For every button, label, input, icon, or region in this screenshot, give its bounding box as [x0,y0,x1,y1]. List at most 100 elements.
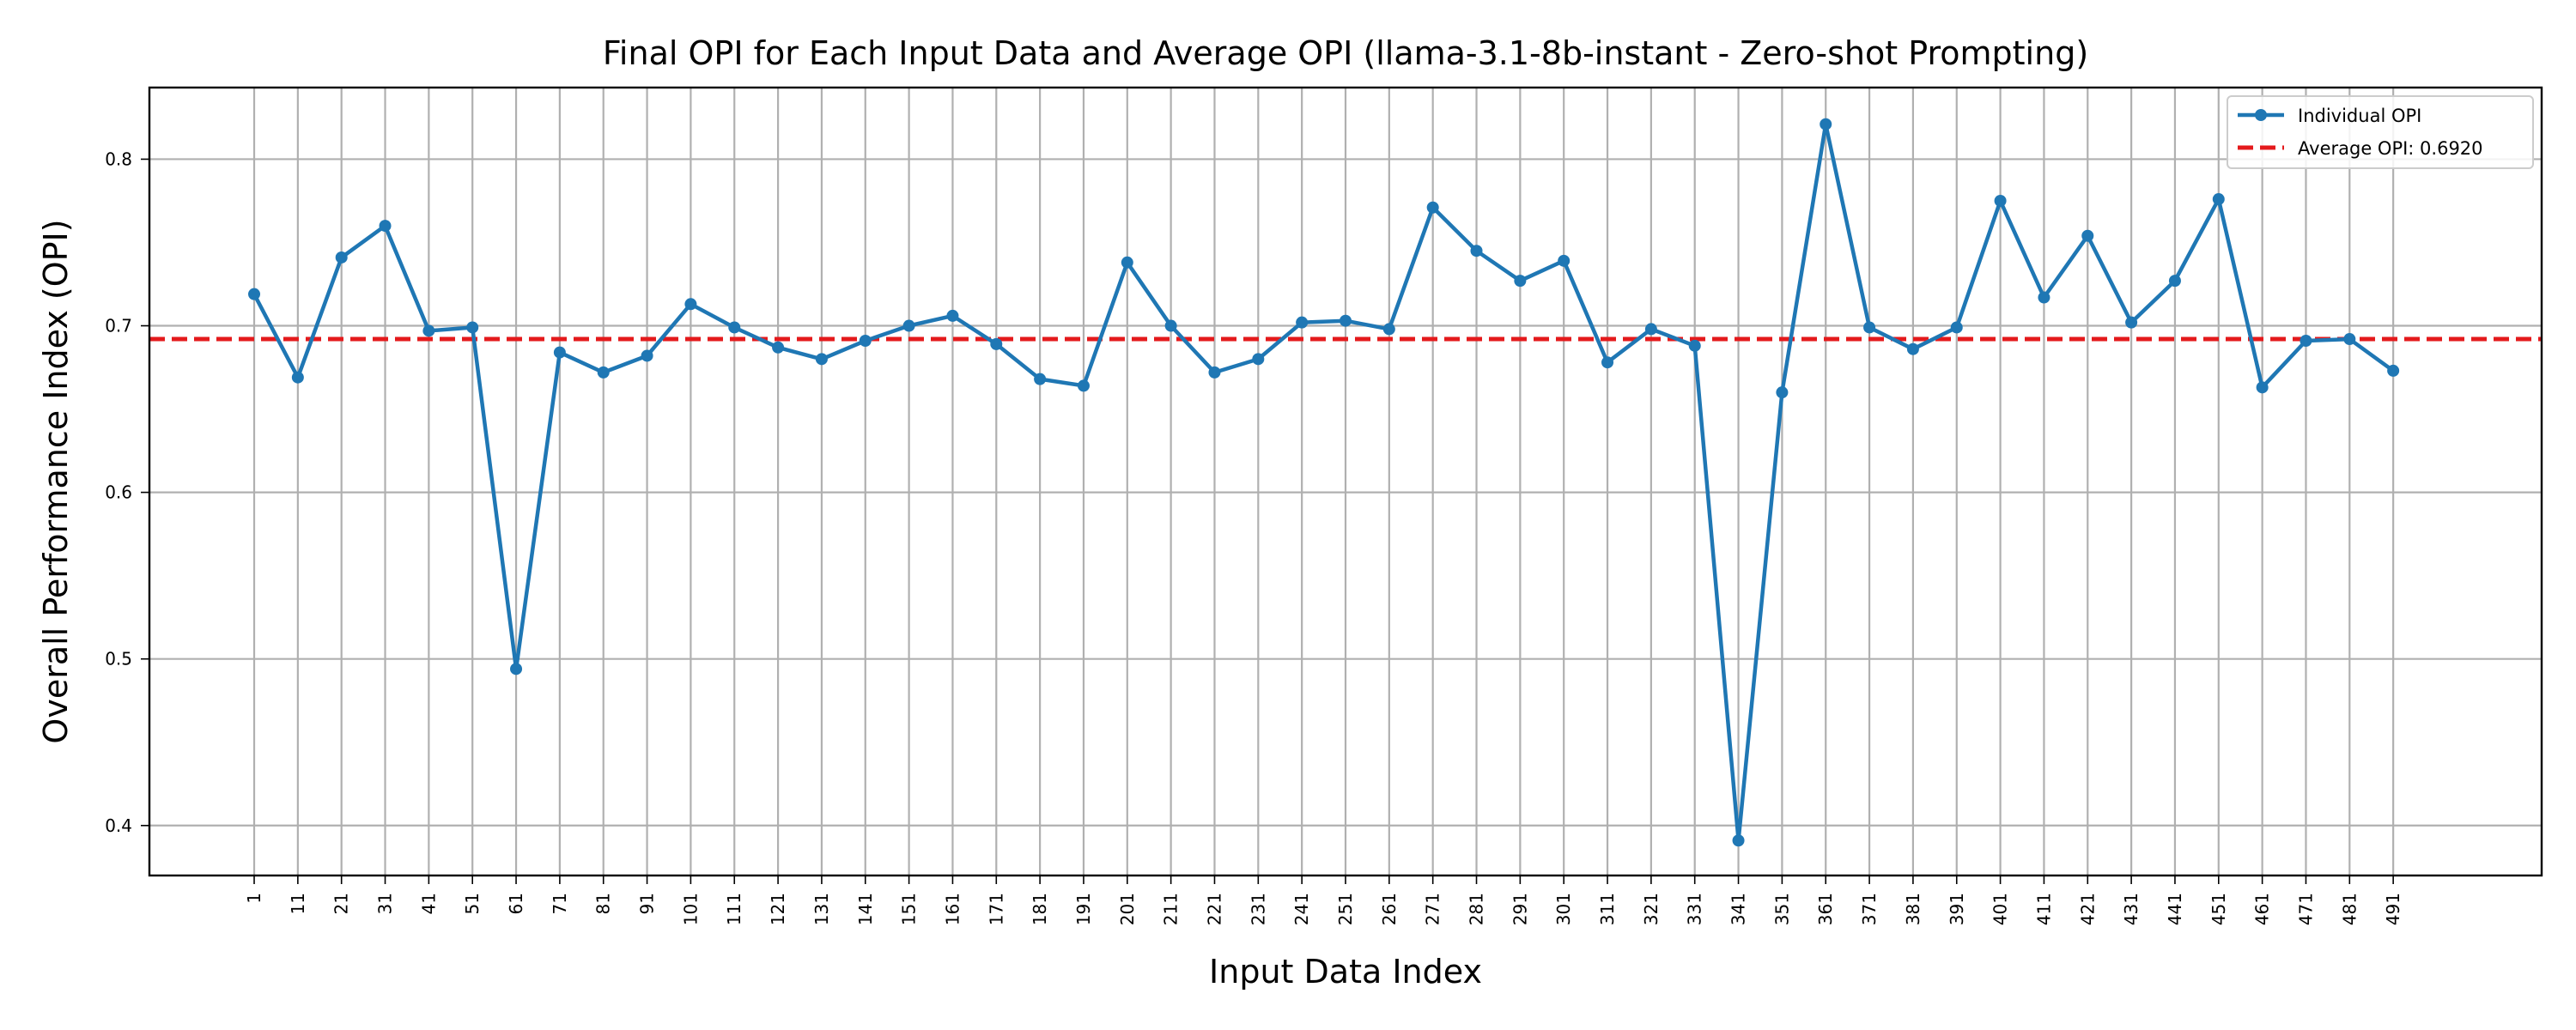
legend-label-average-opi: Average OPI: 0.6920 [2298,138,2483,159]
x-tick-label: 211 [1161,893,1182,925]
data-point [335,251,348,264]
data-point [2387,364,2400,377]
legend-label-individual-opi: Individual OPI [2298,106,2421,126]
data-point [1208,366,1221,379]
x-axis-label: Input Data Index [1209,953,1482,991]
x-tick-label: 71 [550,893,570,914]
x-tick-label: 121 [768,893,788,925]
data-point [2212,193,2225,206]
data-point [510,663,523,676]
x-tick-label: 361 [1815,893,1836,925]
data-point [1644,323,1657,336]
x-tick-label: 331 [1685,893,1705,925]
y-axis-label: Overall Performance Index (OPI) [37,219,75,743]
data-point [1426,201,1439,214]
x-tick-label: 401 [1990,893,2011,925]
data-point [1558,254,1571,267]
x-tick-label: 481 [2339,893,2360,925]
data-point [1077,379,1090,392]
data-point [1776,386,1789,399]
x-tick-label: 411 [2033,893,2054,925]
y-tick-label: 0.5 [105,649,132,670]
x-tick-label: 451 [2208,893,2229,925]
x-tick-label: 191 [1073,893,1094,925]
data-point [2256,381,2269,394]
x-tick-label: 441 [2165,893,2185,925]
x-tick-label: 271 [1423,893,1443,925]
series-line-individual-opi [252,122,2395,843]
x-tick-label: 231 [1248,893,1268,925]
x-tick-label: 301 [1553,893,1574,925]
data-point [379,220,392,233]
x-tick-label: 1 [244,893,264,904]
data-point [466,321,479,334]
data-point [1514,275,1527,288]
data-point [2168,275,2181,288]
data-point [1382,323,1395,336]
x-tick-label: 281 [1467,893,1487,925]
data-point [2125,316,2138,329]
x-tick-label: 291 [1510,893,1530,925]
y-tick-label: 0.8 [105,148,132,169]
data-point [728,321,741,334]
data-point [990,337,1003,350]
data-point [1820,118,1832,130]
x-tick-label: 51 [462,893,483,914]
x-tick-label: 101 [680,893,701,925]
data-point [1164,319,1177,332]
data-point [1470,245,1483,258]
x-tick-label: 321 [1641,893,1662,925]
x-tick-label: 91 [637,893,658,914]
data-point [1732,834,1745,847]
x-tick-label: 141 [855,893,876,925]
data-point [1950,321,1963,334]
data-point [1121,256,1133,269]
data-point [597,366,610,379]
x-tick-label: 471 [2295,893,2316,925]
data-point [1034,373,1047,385]
x-tick-label: 111 [724,893,744,925]
legend-marker-individual-opi [2255,109,2267,121]
x-tick-label: 41 [418,893,439,914]
data-point [422,324,435,337]
axis-ticks: 1 11 21 31 41 51 61 71 81 91 101 111 121 131 141 151 161… [105,148,2403,925]
x-tick-label: 61 [506,893,526,914]
data-point [1863,321,1876,334]
data-point [248,288,261,300]
series-layer [248,118,2400,847]
x-tick-label: 181 [1030,893,1050,925]
data-point [1688,339,1701,352]
x-tick-label: 11 [288,893,308,914]
data-point [1252,353,1265,366]
x-tick-label: 161 [942,893,963,925]
data-point [2081,229,2094,242]
x-tick-label: 201 [1117,893,1138,925]
x-tick-label: 391 [1947,893,1967,925]
data-point [1994,194,2007,207]
x-tick-label: 431 [2121,893,2142,925]
data-point [772,341,785,354]
data-point [859,335,872,348]
data-point [1296,316,1309,329]
x-tick-label: 311 [1597,893,1618,925]
data-point [2300,335,2312,348]
data-point [641,349,653,362]
x-tick-label: 221 [1204,893,1224,925]
x-tick-label: 371 [1859,893,1880,925]
data-point [1340,314,1352,327]
data-point [946,309,959,322]
x-tick-label: 421 [2077,893,2098,925]
x-tick-label: 341 [1728,893,1749,925]
x-tick-label: 381 [1903,893,1923,925]
x-tick-label: 21 [331,893,352,914]
x-tick-label: 461 [2252,893,2273,925]
x-tick-label: 151 [899,893,920,925]
x-tick-label: 131 [811,893,832,925]
x-tick-label: 81 [593,893,614,914]
chart-title: Final OPI for Each Input Data and Averag… [603,34,2088,72]
grid-lines [149,88,2542,876]
legend-box [2227,95,2534,169]
data-point [553,346,566,359]
